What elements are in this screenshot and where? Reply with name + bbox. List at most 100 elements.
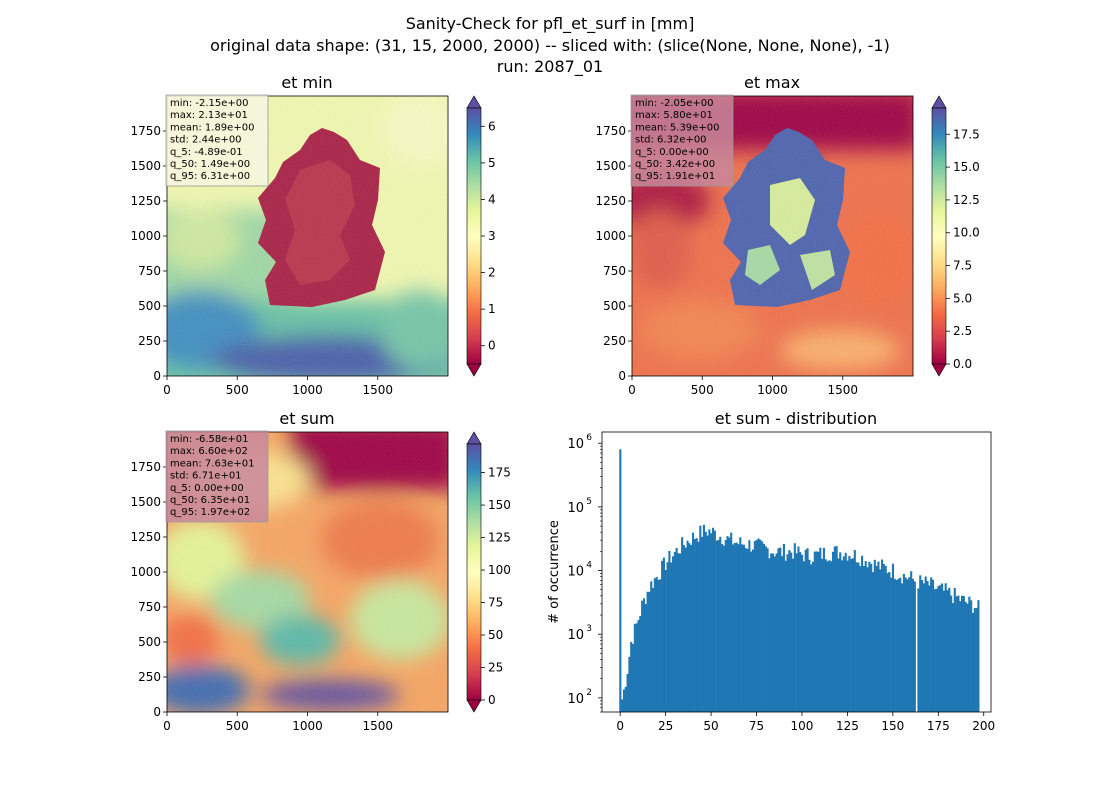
histogram-bar [751, 549, 755, 712]
histogram-bar [759, 539, 762, 712]
histogram-bar [633, 623, 636, 712]
histogram-bar [799, 552, 802, 712]
histogram-bar [695, 538, 698, 712]
colorbar-tick-label: 7.5 [953, 259, 972, 273]
y-tick-label: 1500 [595, 159, 626, 173]
x-tick-label: 0 [163, 719, 171, 733]
x-tick-label: 1000 [757, 383, 788, 397]
histogram-bar [622, 689, 626, 712]
histogram-bar [693, 539, 696, 712]
histogram-bar [942, 590, 945, 712]
histogram-bar [691, 532, 695, 712]
colorbar-tick-label: 100 [488, 563, 511, 577]
histogram-bar [711, 527, 715, 712]
colorbar-tick-label: 1 [488, 302, 496, 316]
histogram-bar [928, 585, 931, 712]
histogram-bar [626, 673, 629, 712]
panel-et-sum-distribution: et sum - distribution 0 25 50 75 100 125 150 17… [547, 409, 995, 733]
panel-et-max: et max 0 500 1000 1500 0 250 500 750 1000 1250 150… [595, 73, 979, 397]
histogram-bar [681, 537, 684, 712]
stats-line: std: 6.71e+01 [170, 471, 242, 482]
y-tick-exponent: 4 [586, 561, 592, 571]
histogram-bar [784, 560, 787, 712]
stats-line: q_5: 0.00e+00 [170, 483, 244, 494]
histogram-bar [828, 560, 831, 712]
y-tick-exponent: 5 [586, 497, 592, 507]
histogram-bar [786, 554, 789, 712]
histogram-bar [699, 525, 702, 712]
heatmap-et-min [167, 96, 448, 376]
histogram-bar [619, 449, 622, 712]
histogram-bar [651, 587, 655, 712]
histogram-bar [721, 544, 724, 712]
histogram-bar [808, 559, 811, 712]
y-tick-label: 10 [567, 501, 584, 516]
histogram-bar [917, 588, 920, 712]
histogram-bar [861, 555, 864, 712]
histogram-bar [890, 577, 893, 712]
colorbar-tick-label: 6 [488, 119, 496, 133]
y-tick-label: 1250 [130, 530, 161, 544]
histogram-bar [688, 543, 691, 712]
histogram-bar [908, 577, 911, 712]
histogram-bar [848, 555, 851, 712]
histogram-bar [862, 566, 865, 712]
stats-line: q_95: 1.97e+02 [170, 507, 250, 518]
y-tick-label: 750 [138, 600, 161, 614]
x-tick-label: 50 [703, 719, 718, 733]
stats-line: std: 2.44e+00 [170, 135, 242, 146]
histogram-bar [837, 558, 840, 712]
histogram-bar [657, 579, 660, 712]
histogram-bar [955, 596, 958, 712]
histogram-bar [841, 560, 844, 712]
histogram-bar [844, 552, 847, 712]
colorbar-tick-label: 0 [488, 693, 496, 707]
histogram-bar [724, 540, 727, 712]
colorbar-tick-label: 50 [488, 628, 503, 642]
histogram-bar [731, 544, 735, 712]
stats-line: mean: 1.89e+00 [170, 122, 254, 133]
histogram-bar [746, 548, 749, 712]
x-tick-label: 500 [226, 383, 249, 397]
histogram-bar [926, 581, 929, 712]
histogram-bar [802, 561, 805, 712]
stats-line: min: -6.58e+01 [170, 434, 249, 445]
histogram-bar [702, 524, 706, 712]
histogram-bar [824, 559, 827, 712]
histogram-bar [888, 571, 891, 712]
histogram-bar [959, 601, 962, 712]
histogram-bar [975, 607, 978, 712]
histogram-bar [788, 550, 791, 712]
histogram-bar [868, 561, 871, 712]
histogram-bar [722, 545, 725, 712]
histogram-bar [973, 608, 976, 712]
histogram-bar [775, 553, 778, 712]
histogram-bar [810, 564, 813, 712]
histogram-bar [717, 539, 720, 712]
stats-line: std: 6.32e+00 [635, 135, 707, 146]
histogram-bar [873, 559, 876, 712]
histogram-bar [631, 643, 635, 712]
stats-line: q_50: 6.35e+01 [170, 495, 250, 506]
histogram-bar [748, 540, 751, 712]
histogram-bar [924, 576, 927, 712]
y-tick-label: 750 [138, 264, 161, 278]
histogram-bar [953, 587, 956, 712]
histogram-bar [661, 560, 664, 712]
histogram-bar [946, 590, 949, 712]
histogram-bar [737, 544, 740, 712]
colorbar-tick-label: 150 [488, 498, 511, 512]
histogram-bar [826, 561, 829, 712]
x-tick-label: 1000 [292, 719, 323, 733]
x-tick-label: 75 [749, 719, 764, 733]
colorbar-tick-label: 125 [488, 531, 511, 545]
histogram-bar [821, 558, 824, 712]
y-tick-label: 1750 [130, 460, 161, 474]
histogram-bar [739, 537, 742, 712]
histogram-bar [777, 548, 780, 712]
histogram-bar [684, 547, 687, 712]
histogram-bar [701, 536, 704, 712]
